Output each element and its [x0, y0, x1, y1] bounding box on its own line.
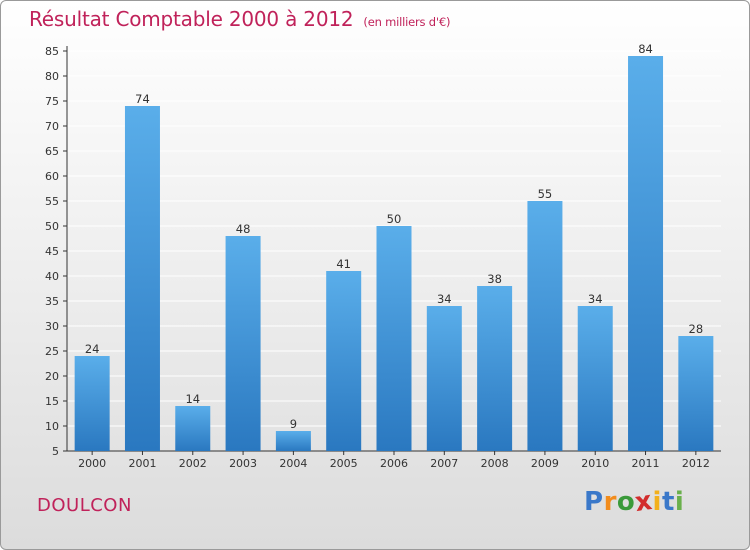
- data-label: 14: [185, 392, 200, 406]
- x-tick-label: 2006: [380, 457, 408, 470]
- y-tick-label: 5: [52, 445, 59, 458]
- x-tick-label: 2011: [632, 457, 660, 470]
- labels: 5 10 15 20 25 30 35 40 45 50 55 60 65 70 75 80 85 2000 24 2…: [45, 42, 710, 470]
- y-tick-label: 15: [45, 395, 59, 408]
- bar: [175, 406, 211, 451]
- y-tick-label: 70: [45, 120, 59, 133]
- bar: [225, 236, 261, 451]
- y-tick-label: 80: [45, 70, 59, 83]
- x-tick-label: 2004: [279, 457, 307, 470]
- bar: [577, 306, 613, 451]
- chart-subtitle: (en milliers d'€): [363, 15, 451, 29]
- bar: [74, 356, 110, 451]
- y-tick-label: 65: [45, 145, 59, 158]
- bar: [124, 106, 160, 451]
- logo-letter: o: [616, 487, 636, 517]
- logo-letter: t: [661, 487, 675, 517]
- bar: [326, 271, 362, 451]
- data-label: 48: [236, 222, 251, 236]
- y-tick-label: 25: [45, 345, 59, 358]
- data-label: 50: [387, 212, 402, 226]
- x-tick-label: 2008: [481, 457, 509, 470]
- logo-letter: r: [603, 487, 617, 517]
- bar: [678, 336, 714, 451]
- x-tick-label: 2003: [229, 457, 257, 470]
- y-tick-label: 75: [45, 95, 59, 108]
- data-label: 34: [437, 292, 452, 306]
- logo-letter: x: [633, 485, 655, 519]
- x-tick-label: 2000: [78, 457, 106, 470]
- bar: [628, 56, 664, 451]
- bar: [376, 226, 412, 451]
- bar: [275, 431, 311, 451]
- data-label: 41: [336, 257, 351, 271]
- data-label: 28: [689, 322, 704, 336]
- data-label: 74: [135, 92, 150, 106]
- logo-letter: i: [674, 487, 685, 517]
- chart-title-text: Résultat Comptable 2000 à 2012: [29, 7, 354, 31]
- data-label: 24: [85, 342, 100, 356]
- x-tick-label: 2002: [179, 457, 207, 470]
- data-label: 38: [487, 272, 502, 286]
- x-tick-label: 2010: [581, 457, 609, 470]
- y-tick-label: 10: [45, 420, 59, 433]
- logo-letter: P: [584, 487, 604, 517]
- data-label: 34: [588, 292, 603, 306]
- y-tick-label: 40: [45, 270, 59, 283]
- data-label: 55: [538, 187, 553, 201]
- y-tick-label: 30: [45, 320, 59, 333]
- x-tick-label: 2001: [128, 457, 156, 470]
- x-tick-label: 2007: [430, 457, 458, 470]
- y-tick-label: 55: [45, 195, 59, 208]
- y-tick-label: 60: [45, 170, 59, 183]
- chart-title: Résultat Comptable 2000 à 2012 (en millie…: [29, 7, 450, 31]
- y-tick-label: 20: [45, 370, 59, 383]
- data-label: 9: [290, 417, 297, 431]
- proxiti-logo: Proxiti: [584, 485, 685, 519]
- x-tick-label: 2005: [330, 457, 358, 470]
- bar: [527, 201, 563, 451]
- y-tick-label: 45: [45, 245, 59, 258]
- y-tick-label: 50: [45, 220, 59, 233]
- logo-letter: i: [652, 487, 662, 517]
- bars: [74, 56, 714, 451]
- x-tick-label: 2012: [682, 457, 710, 470]
- x-tick-label: 2009: [531, 457, 559, 470]
- data-label: 84: [638, 42, 653, 56]
- y-tick-label: 85: [45, 45, 59, 58]
- y-tick-label: 35: [45, 295, 59, 308]
- bar: [426, 306, 462, 451]
- commune-name: DOULCON: [37, 495, 132, 516]
- bar: [477, 286, 513, 451]
